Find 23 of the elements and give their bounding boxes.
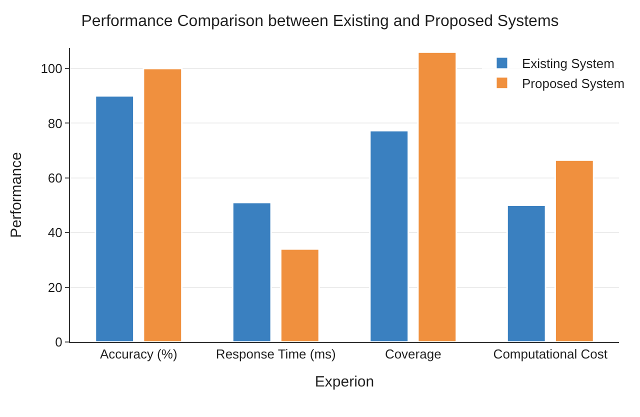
y-tick-label: 40 <box>48 225 62 240</box>
legend-label: Proposed System <box>522 76 625 91</box>
y-tick-label: 80 <box>48 116 62 131</box>
y-axis-title: Performance <box>8 152 25 238</box>
bar <box>417 51 458 342</box>
bar <box>369 130 410 342</box>
x-tick-label: Computational Cost <box>493 346 608 362</box>
legend-label: Existing System <box>522 56 614 72</box>
x-tick-label: Accuracy (%) <box>100 346 178 362</box>
y-tick-label: 20 <box>48 280 62 295</box>
bar <box>232 202 272 342</box>
bar <box>94 95 135 342</box>
chart-title: Performance Comparison between Existing and Proposed Systems <box>81 12 559 30</box>
bar <box>142 68 183 342</box>
x-tick-label: Coverage <box>384 346 442 362</box>
x-tick-label: Response Time (ms) <box>216 346 336 362</box>
x-axis-title: Experion <box>314 374 374 391</box>
bar <box>506 204 546 342</box>
y-tick-label: 0 <box>55 334 62 350</box>
bar <box>554 159 594 342</box>
y-tick-label: 100 <box>40 61 62 76</box>
y-tick-label: 60 <box>48 170 62 186</box>
bar <box>280 248 320 342</box>
